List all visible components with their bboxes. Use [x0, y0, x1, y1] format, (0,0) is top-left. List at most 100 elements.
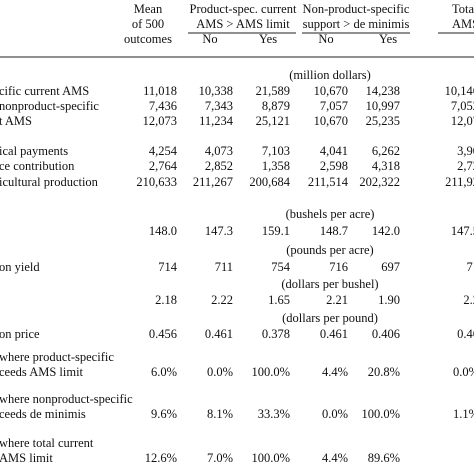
cell: 10,670 [314, 84, 348, 98]
unit-label: (dollars per bushel) [281, 277, 378, 291]
cell: 1,358 [262, 159, 290, 173]
cell: 7,436 [149, 99, 177, 113]
row-label: where nonproduct-specific [0, 392, 133, 406]
cell: 4,254 [149, 144, 178, 158]
cell: 2,764 [149, 159, 178, 173]
cell: 2.21 [326, 293, 348, 307]
cell: 0.0% [207, 365, 233, 379]
cell: 71 [467, 260, 474, 274]
cell: 148.0 [149, 224, 177, 238]
cell: 4,318 [372, 159, 400, 173]
cell: 12.6% [145, 451, 177, 465]
group-header: AMS > [452, 17, 474, 31]
group-header: Product-spec. current [190, 2, 297, 16]
row-label: ce contribution [0, 159, 75, 173]
cell: 2,72 [457, 159, 474, 173]
mean-header: of 500 [132, 17, 164, 31]
cell: 10,338 [199, 84, 233, 98]
cell: 7,343 [205, 99, 233, 113]
cell: 0.378 [262, 327, 290, 341]
cell: 0.406 [372, 327, 400, 341]
cell: 1 [473, 451, 474, 465]
cell: 10,997 [366, 99, 400, 113]
cell: 7,052 [451, 99, 474, 113]
row-label: icultural production [0, 175, 99, 189]
unit-label: (million dollars) [289, 68, 371, 82]
cell: 0.461 [205, 327, 233, 341]
cell: 1.90 [378, 293, 400, 307]
cell: 4.4% [322, 451, 348, 465]
group-header: AMS > AMS limit [196, 17, 290, 31]
group-header: support > de minimis [303, 17, 410, 31]
cell: 11,018 [143, 84, 177, 98]
row-label: AMS limit [0, 451, 53, 465]
cell: 159.1 [262, 224, 290, 238]
cell: 211,514 [308, 175, 349, 189]
cell: 1.65 [268, 293, 290, 307]
cell: 1.1% [453, 407, 474, 421]
sub-header: Yes [259, 32, 277, 46]
sub-header: No [202, 32, 217, 46]
cell: 9.6% [151, 407, 177, 421]
cell: 100.0% [251, 451, 290, 465]
cell: 8.1% [207, 407, 233, 421]
cell: 4,073 [205, 144, 233, 158]
cell: 33.3% [258, 407, 290, 421]
cell: 11,234 [199, 114, 234, 128]
cell: 148.7 [320, 224, 348, 238]
cell: 4.4% [322, 365, 348, 379]
cell: 10,670 [314, 114, 348, 128]
cell: 711 [215, 260, 233, 274]
cell: 0.461 [320, 327, 348, 341]
cell: 200,684 [249, 175, 290, 189]
cell: 8,879 [262, 99, 290, 113]
cell: 202,322 [359, 175, 400, 189]
cell: 6.0% [151, 365, 177, 379]
row-label: where product-specific [0, 350, 114, 364]
row-label: ceeds AMS limit [0, 365, 84, 379]
cell: 3,90 [457, 144, 474, 158]
unit-label: (bushels per acre) [286, 207, 375, 221]
group-header: Total [452, 2, 474, 16]
cell: 12,07 [451, 114, 474, 128]
cell: 211,267 [193, 175, 233, 189]
sub-header: No [318, 32, 333, 46]
cell: 147.5 [451, 224, 474, 238]
group-header: Non-product-specific [303, 2, 410, 16]
row-label: cific current AMS [0, 84, 89, 98]
cell: 2.22 [211, 293, 233, 307]
cell: 89.6% [368, 451, 400, 465]
mean-header: Mean [134, 2, 163, 16]
cell: 2,598 [320, 159, 348, 173]
row-label: on price [0, 327, 40, 341]
row-label: ceeds de minimis [0, 407, 86, 421]
cell: 7,057 [320, 99, 348, 113]
unit-label: (pounds per acre) [286, 243, 373, 257]
cell: 6,262 [372, 144, 400, 158]
cell: 21,589 [256, 84, 290, 98]
cell: 12,073 [143, 114, 177, 128]
cell: 2,852 [205, 159, 233, 173]
row-label: ical payments [0, 144, 68, 158]
cell: 0.0% [453, 365, 474, 379]
cell: 0.46 [457, 327, 474, 341]
row-label: t AMS [0, 114, 32, 128]
cell: 100.0% [251, 365, 290, 379]
cell: 210,633 [136, 175, 177, 189]
cell: 714 [158, 260, 178, 274]
cell: 7,103 [262, 144, 290, 158]
cell: 14,238 [366, 84, 400, 98]
cell: 2.2 [463, 293, 474, 307]
cell: 754 [271, 260, 291, 274]
row-label: nonproduct-specific [0, 99, 99, 113]
cell: 4,041 [320, 144, 348, 158]
cell: 7.0% [207, 451, 233, 465]
mean-header: outcomes [124, 32, 172, 46]
cell: 211,92 [445, 175, 474, 189]
cell: 25,235 [366, 114, 400, 128]
sub-header: Yes [379, 32, 397, 46]
cell: 0.456 [149, 327, 177, 341]
cell: 142.0 [372, 224, 400, 238]
cell: 100.0% [361, 407, 400, 421]
